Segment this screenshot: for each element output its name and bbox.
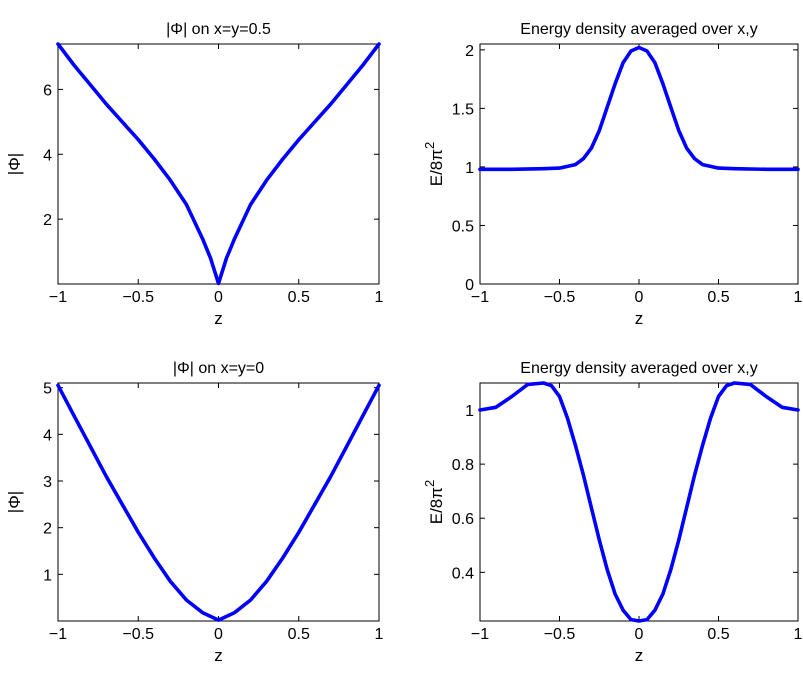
panel-energy-bottom: −1 −0.5 0 0.5 1 0.4 0.6 0.8 1 Energy density aver… <box>422 360 803 665</box>
phi-half-title: |Φ| on x=y=0.5 <box>166 21 271 38</box>
energy-top-x-tick-label: −0.5 <box>544 289 576 306</box>
energy-top-y-tick-label: 0 <box>465 277 474 294</box>
energy-top-x-tick-label: 0 <box>635 289 644 306</box>
energy-bottom-y-tick-label: 0.8 <box>452 457 474 474</box>
energy-bottom-x-tick-label: 1 <box>794 626 803 643</box>
phi-half-x-tick-label: 0 <box>214 289 223 306</box>
energy-top-y-axis-label: E/8π2 <box>422 142 446 186</box>
energy-bottom-title: Energy density averaged over x,y <box>520 360 757 377</box>
phi-half-y-tick-label: 6 <box>43 82 52 99</box>
phi-half-x-tick-label: 0.5 <box>288 289 310 306</box>
phi-half-y-tick-label: 4 <box>43 147 52 164</box>
energy-bottom-y-axis-label-text: E/8π <box>427 487 446 524</box>
phi-zero-x-tick-label: −1 <box>49 626 67 643</box>
phi-zero-x-axis-label: z <box>214 646 223 665</box>
phi-zero-x-tick-label: 0 <box>214 626 223 643</box>
phi-zero-x-tick-label: 0.5 <box>288 626 310 643</box>
phi-zero-y-axis-label: |Φ| <box>5 491 24 513</box>
phi-zero-x-tick-label: −0.5 <box>122 626 154 643</box>
energy-bottom-x-tick-label: −0.5 <box>544 626 576 643</box>
energy-top-y-tick-label: 2 <box>465 43 474 60</box>
phi-zero-series-line <box>56 383 381 622</box>
energy-top-series-line <box>478 45 800 172</box>
energy-bottom-y-tick-label: 1 <box>465 403 474 420</box>
energy-top-y-axis-label-text: E/8π <box>427 149 446 186</box>
energy-top-y-axis-label-superscript: 2 <box>422 142 437 149</box>
phi-zero-y-tick-label: 5 <box>43 381 52 398</box>
energy-top-y-tick-label: 0.5 <box>452 218 474 235</box>
energy-top-y-tick-label: 1 <box>465 160 474 177</box>
energy-bottom-y-axis-label: E/8π2 <box>422 480 446 524</box>
energy-bottom-x-tick-label: 0.5 <box>707 626 729 643</box>
energy-bottom-y-axis-label-superscript: 2 <box>422 480 437 487</box>
energy-bottom-y-tick-label: 0.6 <box>452 511 474 528</box>
energy-bottom-x-tick-label: −1 <box>471 626 489 643</box>
energy-bottom-y-tick-label: 0.4 <box>452 565 474 582</box>
panel-energy-top: −1 −0.5 0 0.5 1 0 0.5 1 1.5 2 Energy density avera… <box>422 21 803 328</box>
phi-half-y-axis-label: |Φ| <box>5 153 24 175</box>
energy-top-y-tick-label: 1.5 <box>452 101 474 118</box>
energy-bottom-x-axis-label: z <box>635 646 644 665</box>
phi-half-y-tick-label: 2 <box>43 212 52 229</box>
phi-zero-y-tick-label: 4 <box>43 427 52 444</box>
panel-phi-zero: −1 −0.5 0 0.5 1 1 2 3 4 5 |Φ| on x=y=0 z |Φ| <box>5 360 384 665</box>
phi-zero-x-tick-label: 1 <box>375 626 384 643</box>
panel-phi-half: −1 −0.5 0 0.5 1 2 4 6 |Φ| on x=y=0.5 z |Φ| <box>5 21 384 328</box>
energy-top-x-axis-label: z <box>635 309 644 328</box>
phi-half-x-tick-label: −0.5 <box>122 289 154 306</box>
phi-half-x-axis-label: z <box>214 309 223 328</box>
phi-zero-y-axis-label-text: |Φ| <box>5 491 24 513</box>
phi-half-y-axis-label-text: |Φ| <box>5 153 24 175</box>
phi-half-series-line <box>56 42 381 286</box>
energy-bottom-x-tick-label: 0 <box>635 626 644 643</box>
phi-zero-y-tick-label: 3 <box>43 474 52 491</box>
energy-bottom-series-line <box>478 381 800 623</box>
phi-half-x-tick-label: −1 <box>49 289 67 306</box>
energy-top-x-tick-label: 0.5 <box>707 289 729 306</box>
phi-zero-y-tick-label: 2 <box>43 521 52 538</box>
energy-top-x-tick-label: 1 <box>794 289 803 306</box>
energy-top-title: Energy density averaged over x,y <box>520 21 757 38</box>
phi-half-x-tick-label: 1 <box>375 289 384 306</box>
energy-top-x-tick-label: −1 <box>471 289 489 306</box>
phi-zero-title: |Φ| on x=y=0 <box>173 360 264 377</box>
phi-zero-y-tick-label: 1 <box>43 567 52 584</box>
